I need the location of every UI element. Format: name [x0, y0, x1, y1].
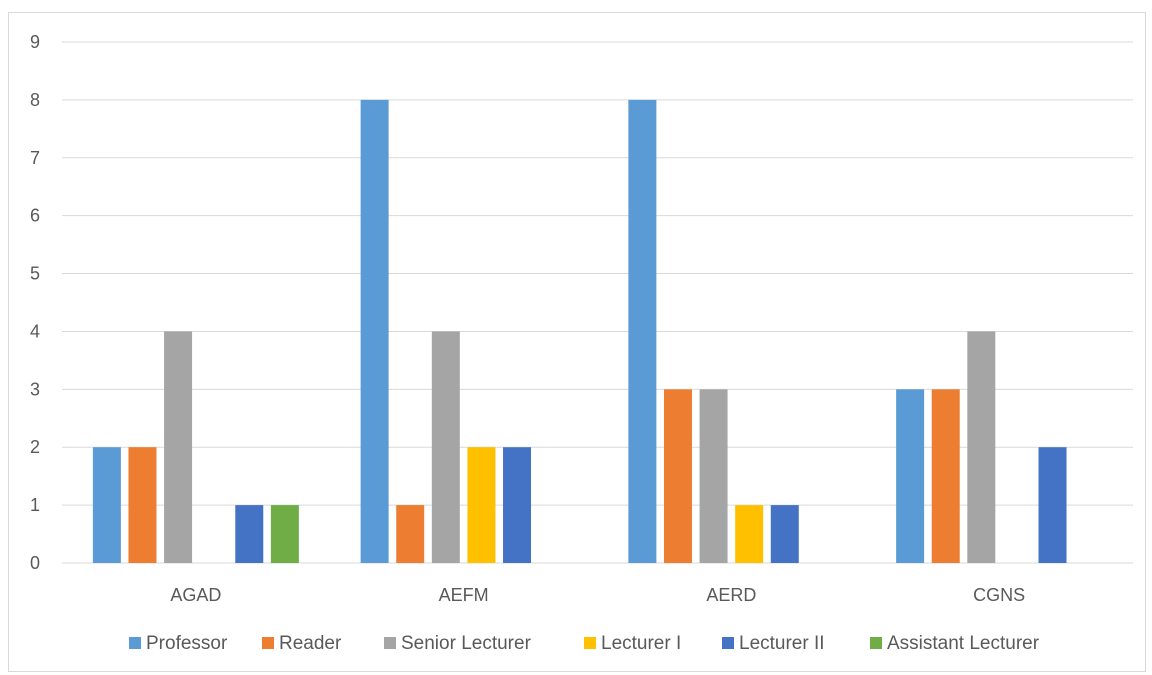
legend-swatch: [384, 637, 396, 649]
legend-swatch: [262, 637, 274, 649]
y-tick-label: 3: [30, 379, 40, 399]
x-tick-label: CGNS: [973, 585, 1025, 605]
y-tick-label: 0: [30, 553, 40, 573]
bar-aerd-lecturer-i: [735, 505, 764, 563]
y-tick-label: 5: [30, 264, 40, 284]
y-tick-label: 6: [30, 206, 40, 226]
y-tick-label: 7: [30, 148, 40, 168]
bar-agad-lecturer-ii: [235, 505, 264, 563]
legend-label: Professor: [146, 633, 228, 654]
y-tick-label: 9: [30, 32, 40, 52]
bar-aefm-senior-lecturer: [431, 331, 460, 563]
x-tick-label: AGAD: [170, 585, 221, 605]
legend-label: Lecturer II: [739, 633, 825, 654]
x-axis-ticks: AGAD AEFM AERD CGNS: [170, 585, 1025, 605]
bar-aerd-lecturer-ii: [770, 505, 799, 563]
y-tick-label: 8: [30, 90, 40, 110]
legend-swatch: [129, 637, 141, 649]
x-tick-label: AERD: [706, 585, 756, 605]
x-tick-label: AEFM: [439, 585, 489, 605]
bar-cgns-lecturer-ii: [1038, 447, 1067, 563]
bar-cgns-reader: [931, 389, 960, 563]
bar-aefm-reader: [396, 505, 425, 563]
bar-cgns-professor: [896, 389, 925, 563]
y-tick-label: 4: [30, 321, 40, 341]
bar-agad-reader: [128, 447, 157, 563]
bars: [92, 99, 1067, 563]
y-axis-ticks: 0 1 2 3 4 5 6 7 8 9: [30, 32, 40, 573]
bar-aefm-lecturer-ii: [503, 447, 532, 563]
bar-agad-assistant-lecturer: [270, 505, 299, 563]
bar-agad-professor: [92, 447, 121, 563]
legend-swatch: [870, 637, 882, 649]
bar-aefm-lecturer-i: [467, 447, 496, 563]
bar-aerd-senior-lecturer: [699, 389, 728, 563]
legend-label: Reader: [279, 633, 342, 654]
bar-aerd-professor: [628, 99, 657, 563]
legend-swatch: [722, 637, 734, 649]
legend-swatch: [584, 637, 596, 649]
legend-label: Assistant Lecturer: [887, 633, 1040, 654]
bar-agad-senior-lecturer: [164, 331, 193, 563]
bar-aefm-professor: [360, 99, 389, 563]
y-tick-label: 1: [30, 495, 40, 515]
y-tick-label: 2: [30, 437, 40, 457]
legend: Professor Reader Senior Lecturer Lecturer I…: [129, 633, 1040, 654]
legend-label: Lecturer I: [601, 633, 681, 654]
bar-aerd-reader: [663, 389, 692, 563]
bar-cgns-senior-lecturer: [967, 331, 996, 563]
legend-label: Senior Lecturer: [401, 633, 532, 654]
